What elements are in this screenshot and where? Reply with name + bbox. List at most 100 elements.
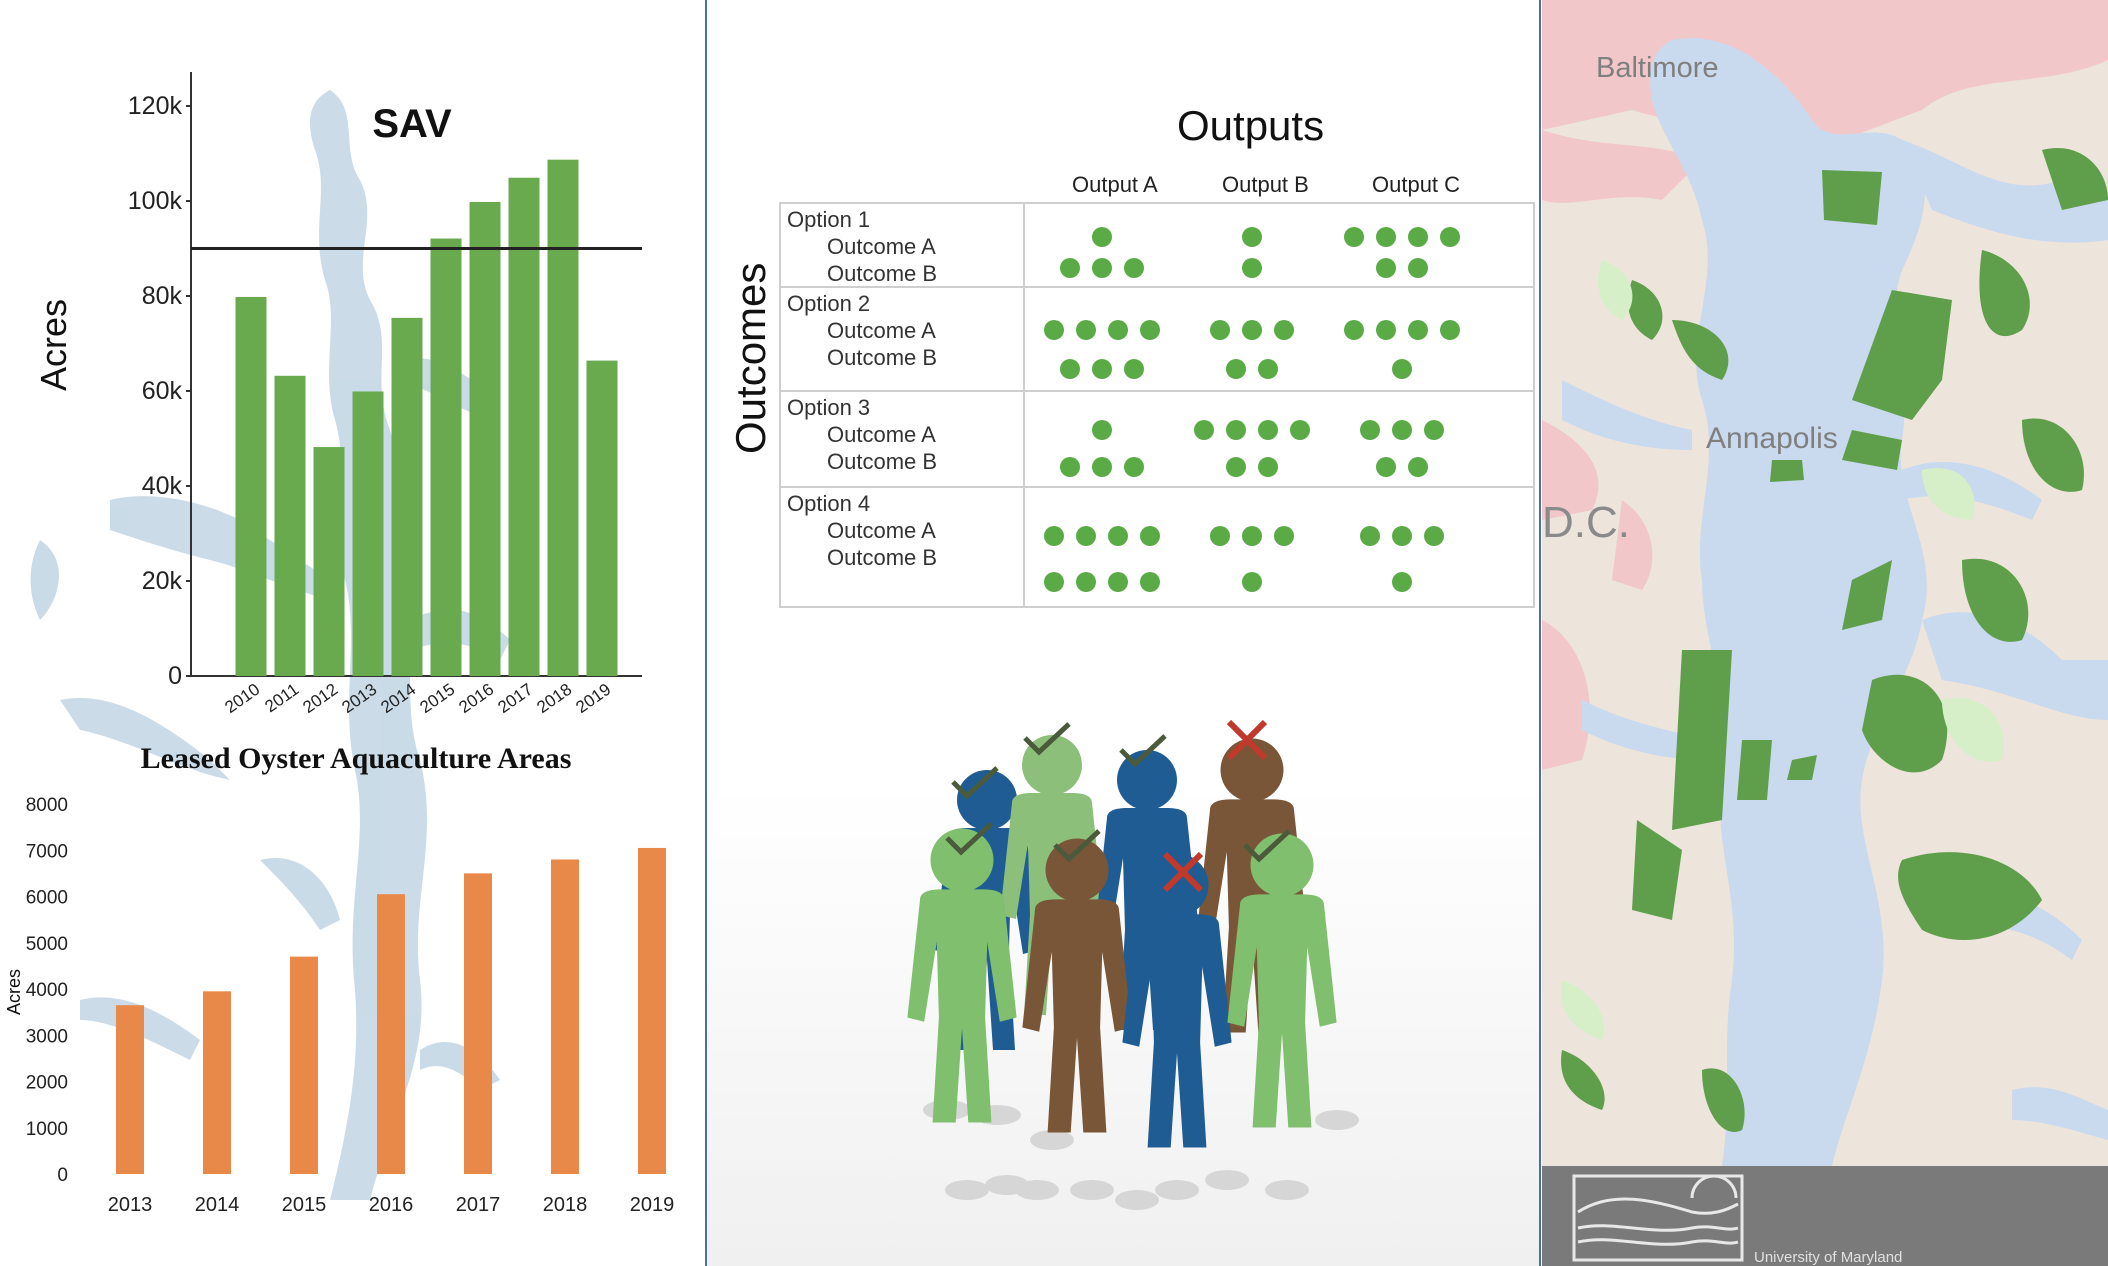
score-dot	[1108, 319, 1128, 340]
university-logo	[1572, 1174, 1744, 1262]
score-dot	[1392, 420, 1412, 441]
score-dot	[1344, 319, 1364, 340]
sav-y-tick: 0	[168, 662, 182, 690]
option-label-cell: Option 1 Outcome A Outcome B	[781, 204, 1025, 286]
outcome-a-label: Outcome A	[827, 518, 936, 543]
charts-panel: 0 20k 40k 60k 80k 100k 120k 2010 2011 2012 2013 20…	[0, 0, 705, 1266]
score-dot	[1258, 456, 1278, 477]
sav-y-tick: 100k	[128, 187, 183, 215]
score-dot	[1376, 319, 1396, 340]
oyster-y-tick: 7000	[26, 841, 68, 862]
approval-check-icon	[951, 766, 999, 800]
oyster-x-tick: 2014	[195, 1194, 240, 1216]
score-dot	[1140, 319, 1160, 340]
dot-group-outcome-a-col-2	[1210, 526, 1294, 546]
score-dot	[1440, 319, 1460, 340]
panel-divider-left	[705, 0, 707, 1266]
option-label-cell: Option 4 Outcome A Outcome B	[781, 488, 1025, 608]
dot-group-outcome-b-col-2	[1226, 359, 1278, 380]
outcome-a-label: Outcome A	[827, 234, 936, 259]
dot-group-outcome-b-col-2	[1242, 571, 1262, 592]
sav-y-tick: 20k	[142, 567, 183, 595]
score-dot	[1408, 319, 1428, 340]
oyster-bar-2014	[203, 991, 231, 1174]
score-dot	[1274, 319, 1294, 340]
dot-group-outcome-a-col-1	[1044, 526, 1160, 546]
option-name: Option 1	[787, 207, 871, 232]
map-label-annapolis: Annapolis	[1706, 422, 1838, 455]
score-dot	[1092, 420, 1112, 441]
score-dot	[1108, 571, 1128, 592]
score-dot	[1424, 526, 1444, 546]
score-dot	[1392, 359, 1412, 380]
oyster-y-tick: 5000	[26, 934, 68, 955]
dot-group-outcome-a-col-1	[1092, 226, 1112, 247]
map-panel: Baltimore Annapolis D.C. University of M…	[1542, 0, 2108, 1266]
map-canvas: Baltimore Annapolis D.C. University of M…	[1542, 0, 2108, 1266]
score-dot	[1290, 420, 1310, 441]
person-figure	[907, 828, 1017, 1123]
oyster-x-tick: 2013	[108, 1194, 153, 1216]
rejection-cross-icon	[1226, 720, 1268, 761]
score-dot	[1360, 420, 1380, 441]
column-header-output-a: Output A	[1072, 172, 1158, 197]
score-dot	[1140, 526, 1160, 546]
dot-group-outcome-b-col-1	[1060, 456, 1144, 477]
sav-x-tick: 2016	[455, 680, 497, 717]
score-dot	[1092, 257, 1112, 278]
option-name: Option 2	[787, 291, 871, 316]
oyster-y-tick: 0	[57, 1165, 68, 1186]
score-dot	[1376, 456, 1396, 477]
sav-x-tick: 2019	[572, 680, 614, 717]
score-dot	[1060, 456, 1080, 477]
score-dot	[1076, 526, 1096, 546]
option-name: Option 4	[787, 491, 871, 516]
dot-group-outcome-b-col-1	[1060, 359, 1144, 380]
outcome-a-label: Outcome A	[827, 422, 936, 447]
score-dot	[1226, 420, 1246, 441]
sav-x-tick: 2017	[494, 680, 536, 717]
score-dot	[1060, 359, 1080, 380]
dot-group-outcome-a-col-3	[1344, 226, 1460, 247]
dot-group-outcome-b-col-3	[1376, 456, 1428, 477]
dot-group-outcome-b-col-3	[1392, 571, 1412, 592]
oyster-bar-2015	[290, 956, 318, 1174]
dot-group-outcome-a-col-3	[1360, 526, 1444, 546]
sav-x-tick: 2012	[299, 680, 341, 717]
score-dot	[1408, 257, 1428, 278]
sav-y-tick: 120k	[128, 92, 183, 120]
dot-group-outcome-b-col-3	[1376, 257, 1428, 278]
outcome-b-label: Outcome B	[827, 449, 938, 474]
approval-check-icon	[1023, 722, 1071, 756]
sav-bar-2013	[352, 391, 384, 676]
green-conservation-areas	[1561, 148, 2108, 1132]
score-dot	[1242, 571, 1262, 592]
score-dot	[1076, 571, 1096, 592]
outputs-table: Option 1 Outcome A Outcome B Option 2 Outcom…	[779, 202, 1535, 608]
option-row: Option 3 Outcome A Outcome B	[781, 390, 1533, 488]
dot-group-outcome-b-col-1	[1060, 257, 1144, 278]
score-dot	[1226, 359, 1246, 380]
score-dot	[1124, 359, 1144, 380]
sav-bar-2011	[274, 375, 306, 676]
oyster-y-tick: 6000	[26, 888, 68, 909]
score-dot	[1376, 226, 1396, 247]
outputs-title: Outputs	[1177, 102, 1325, 149]
oyster-x-tick: 2016	[369, 1194, 414, 1216]
sav-bar-2015	[430, 238, 462, 676]
approval-check-icon	[1119, 734, 1167, 768]
dot-group-outcome-a-col-3	[1344, 319, 1460, 340]
oyster-bar-2017	[464, 873, 492, 1174]
oyster-x-tick: 2018	[543, 1194, 588, 1216]
dot-group-outcome-a-col-2	[1210, 319, 1294, 340]
score-dot	[1242, 257, 1262, 278]
sav-bar-2018	[547, 159, 579, 677]
oyster-y-tick: 4000	[26, 980, 68, 1001]
outcome-a-label: Outcome A	[827, 318, 936, 343]
outputs-panel: Outputs Outcomes Output A Output B Outpu…	[707, 0, 1539, 1266]
score-dot	[1092, 456, 1112, 477]
sav-y-tick: 80k	[142, 282, 183, 310]
light-green-areas	[1561, 260, 2004, 1040]
sav-y-label: Acres	[33, 299, 74, 391]
score-dot	[1092, 226, 1112, 247]
